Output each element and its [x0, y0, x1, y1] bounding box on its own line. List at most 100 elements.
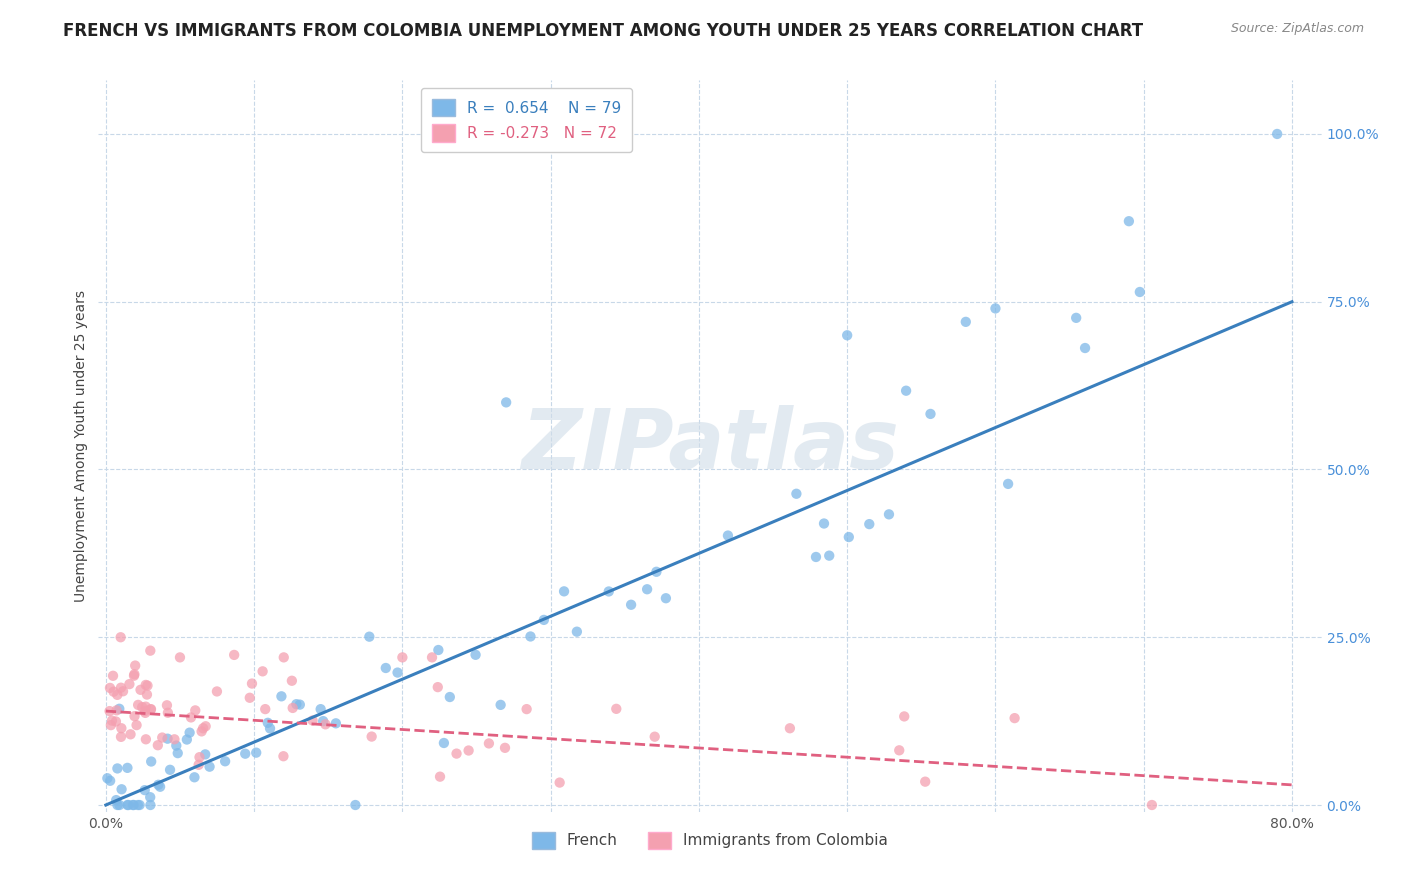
Point — [124, 667, 146, 681]
Point — [110, 681, 132, 695]
Point — [194, 747, 217, 762]
Point — [184, 703, 207, 717]
Point — [387, 665, 409, 680]
Point — [136, 688, 159, 702]
Point — [117, 797, 139, 812]
Point — [893, 709, 915, 723]
Point — [104, 714, 127, 729]
Point — [548, 775, 571, 789]
Point — [205, 684, 228, 698]
Point — [146, 738, 169, 752]
Point — [96, 771, 118, 785]
Point — [717, 528, 740, 542]
Point — [281, 673, 304, 688]
Point — [288, 698, 311, 712]
Point — [252, 665, 274, 679]
Point — [117, 797, 139, 812]
Point — [344, 797, 367, 812]
Point — [645, 565, 668, 579]
Point — [136, 679, 159, 693]
Point — [920, 407, 942, 421]
Point — [190, 724, 212, 739]
Point — [605, 702, 627, 716]
Point — [1074, 341, 1097, 355]
Point — [374, 661, 396, 675]
Point — [117, 761, 139, 775]
Point — [179, 725, 201, 739]
Point — [429, 770, 451, 784]
Point — [105, 761, 128, 775]
Point — [166, 746, 188, 760]
Point — [478, 736, 501, 750]
Point — [245, 746, 267, 760]
Point — [134, 704, 156, 718]
Point — [620, 598, 643, 612]
Point — [120, 727, 142, 741]
Point — [433, 736, 456, 750]
Point — [103, 684, 125, 698]
Point — [779, 721, 801, 735]
Point — [98, 704, 121, 718]
Point — [273, 749, 295, 764]
Point — [122, 797, 145, 812]
Point — [183, 770, 205, 784]
Point — [233, 747, 256, 761]
Point — [494, 740, 516, 755]
Point — [495, 395, 517, 409]
Point — [254, 702, 277, 716]
Legend: French, Immigrants from Colombia: French, Immigrants from Colombia — [526, 825, 894, 855]
Point — [553, 584, 575, 599]
Point — [124, 709, 146, 723]
Point — [997, 476, 1019, 491]
Point — [894, 384, 917, 398]
Point — [273, 650, 295, 665]
Point — [464, 648, 486, 662]
Point — [127, 698, 149, 712]
Point — [285, 697, 308, 711]
Point — [240, 676, 263, 690]
Point — [516, 702, 538, 716]
Point — [156, 698, 179, 713]
Point — [134, 706, 156, 720]
Point — [256, 715, 278, 730]
Point — [1004, 711, 1026, 725]
Point — [1140, 797, 1163, 812]
Point — [110, 730, 132, 744]
Text: FRENCH VS IMMIGRANTS FROM COLOMBIA UNEMPLOYMENT AMONG YOUTH UNDER 25 YEARS CORRE: FRENCH VS IMMIGRANTS FROM COLOMBIA UNEMP… — [63, 22, 1143, 40]
Point — [391, 650, 413, 665]
Point — [457, 743, 479, 757]
Point — [98, 773, 121, 788]
Point — [837, 328, 859, 343]
Point — [141, 755, 163, 769]
Point — [139, 702, 162, 716]
Point — [420, 650, 443, 665]
Point — [156, 731, 179, 746]
Point — [187, 757, 209, 772]
Point — [156, 706, 179, 720]
Point — [359, 630, 381, 644]
Point — [118, 677, 141, 691]
Point — [122, 797, 145, 812]
Point — [105, 797, 128, 812]
Point — [128, 797, 150, 812]
Point — [636, 582, 658, 597]
Point — [489, 698, 512, 712]
Point — [785, 487, 807, 501]
Point — [1265, 127, 1288, 141]
Point — [124, 658, 146, 673]
Point — [139, 790, 162, 805]
Point — [519, 630, 541, 644]
Point — [105, 793, 128, 807]
Point — [281, 701, 304, 715]
Point — [101, 714, 124, 728]
Point — [163, 732, 186, 747]
Point — [955, 315, 977, 329]
Point — [188, 750, 211, 764]
Point — [191, 721, 214, 735]
Point — [533, 613, 555, 627]
Point — [259, 722, 281, 736]
Point — [100, 718, 122, 732]
Point — [105, 703, 128, 717]
Point — [98, 681, 121, 695]
Point — [129, 682, 152, 697]
